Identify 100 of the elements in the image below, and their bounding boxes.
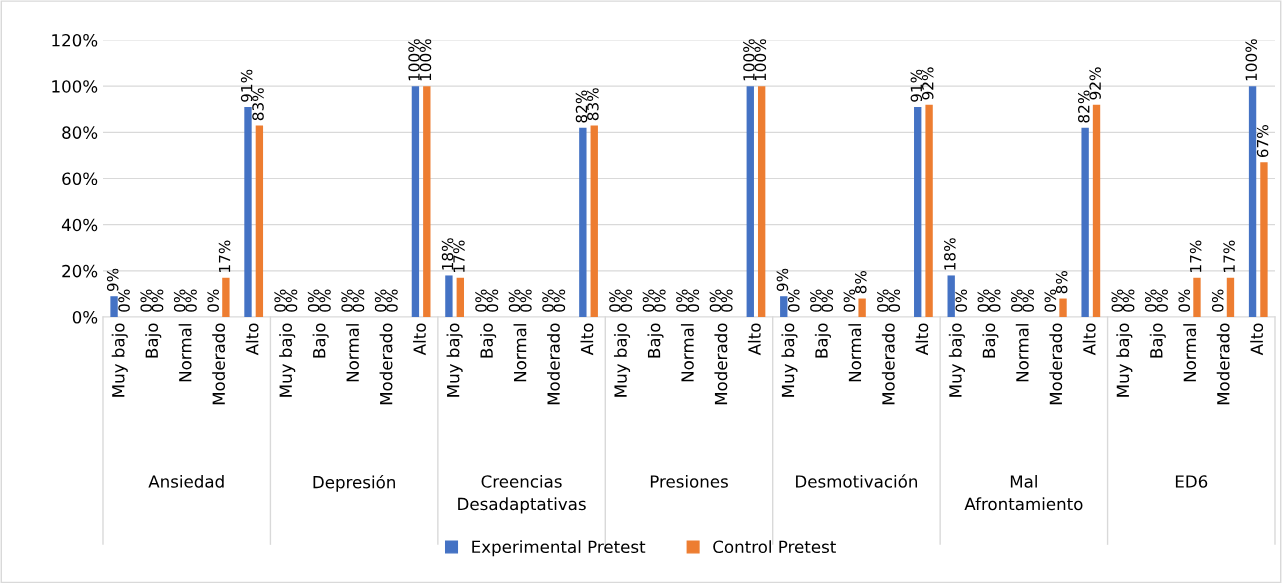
data-label: 0% xyxy=(988,289,1001,312)
data-label: 0% xyxy=(843,289,856,312)
x-tick-label: Bajo xyxy=(814,323,832,358)
x-tick-label: Muy bajo xyxy=(111,323,128,397)
bar xyxy=(947,275,955,317)
data-label: 91% xyxy=(240,69,253,102)
data-label: 17% xyxy=(218,240,231,272)
bar xyxy=(1059,298,1067,317)
bar xyxy=(456,277,464,317)
data-label: 0% xyxy=(877,289,889,312)
x-tick-label: Bajo xyxy=(982,323,999,358)
bar xyxy=(255,125,264,317)
data-label: 8% xyxy=(855,270,867,294)
data-label: 0% xyxy=(642,289,655,312)
data-label: 0% xyxy=(1022,289,1034,312)
data-label: 0% xyxy=(788,289,800,312)
data-label: 0% xyxy=(185,289,197,312)
bar xyxy=(222,277,230,317)
data-label: 0% xyxy=(609,289,621,312)
data-label: 0% xyxy=(352,289,365,312)
data-label: 17% xyxy=(1223,240,1235,272)
text: Depresión xyxy=(313,474,395,492)
x-tick-label: Alto xyxy=(580,323,594,356)
legend-label: Experimental Pretest xyxy=(472,540,646,557)
x-tick-label: Bajo xyxy=(312,323,329,358)
data-label: 0% xyxy=(1156,289,1168,312)
data-label: 0% xyxy=(274,289,286,312)
data-label: 0% xyxy=(341,289,353,312)
x-tick-label: Muy bajo xyxy=(446,323,463,397)
x-tick-label: Normal xyxy=(1183,324,1197,382)
bar xyxy=(1260,162,1268,317)
data-label: 82% xyxy=(575,90,588,123)
x-tick-label: Bajo xyxy=(647,323,664,358)
data-label: 92% xyxy=(921,67,934,100)
bar xyxy=(1193,277,1201,317)
data-label: 0% xyxy=(520,289,532,312)
data-label: 0% xyxy=(654,289,666,312)
data-label: 0% xyxy=(151,289,164,312)
y-tick-label: 0% xyxy=(72,310,98,324)
data-label: 0% xyxy=(709,289,722,312)
y-tick-label: 120% xyxy=(52,33,98,47)
data-label: 0% xyxy=(821,289,834,312)
data-label: 0% xyxy=(1011,289,1023,312)
data-label: 18% xyxy=(441,238,454,270)
data-label: 0% xyxy=(1044,289,1057,312)
y-tick-label: 80% xyxy=(62,126,98,139)
data-label: 0% xyxy=(386,289,398,312)
bar xyxy=(780,296,788,317)
text: Mal Afrontamiento xyxy=(964,474,1083,511)
data-label: 0% xyxy=(888,289,901,312)
data-label: 100% xyxy=(1245,39,1257,81)
y-tick-label: 40% xyxy=(61,218,98,232)
bar xyxy=(445,275,453,317)
data-label: 0% xyxy=(553,289,566,312)
x-tick-label: Alto xyxy=(1250,323,1264,356)
bar xyxy=(925,104,933,317)
x-tick-label: Moderado xyxy=(546,323,560,405)
x-tick-label: Alto xyxy=(245,323,259,356)
data-label: 67% xyxy=(1256,125,1269,158)
data-label: 0% xyxy=(140,289,152,312)
x-tick-label: Alto xyxy=(747,323,761,356)
x-tick-label: Moderado xyxy=(881,323,895,405)
data-label: 0% xyxy=(676,289,688,312)
data-label: 9% xyxy=(106,268,119,292)
x-tick-label: Muy bajo xyxy=(948,323,965,397)
data-label: 0% xyxy=(319,289,331,312)
data-label: 0% xyxy=(285,289,298,312)
text: Creencias Desadaptativas xyxy=(458,474,586,514)
data-label: 0% xyxy=(118,289,130,312)
x-tick-label: Alto xyxy=(1082,323,1096,356)
data-label: 100% xyxy=(419,39,432,81)
data-label: 0% xyxy=(1111,289,1124,312)
data-label: 0% xyxy=(955,289,968,312)
x-tick-label: Moderado xyxy=(1049,323,1063,405)
y-tick-label: 100% xyxy=(52,80,98,93)
bar xyxy=(244,106,252,317)
data-label: 100% xyxy=(754,39,767,81)
x-tick-label: Muy bajo xyxy=(781,323,798,397)
x-tick-label: Moderado xyxy=(379,323,393,405)
data-label: 18% xyxy=(944,238,956,270)
x-tick-label: Alto xyxy=(915,323,929,356)
data-label: 0% xyxy=(207,289,219,312)
text: Ansiedad xyxy=(148,474,224,488)
bar xyxy=(423,86,431,317)
bar xyxy=(110,296,118,317)
data-label: 0% xyxy=(1178,289,1191,312)
x-tick-label: Bajo xyxy=(480,323,497,358)
data-label: 0% xyxy=(977,289,990,312)
bar xyxy=(914,106,922,317)
data-label: 0% xyxy=(1122,289,1135,312)
data-label: 0% xyxy=(475,289,487,312)
data-label: 100% xyxy=(408,39,420,81)
y-tick-label: 20% xyxy=(62,264,98,278)
x-tick-label: Muy bajo xyxy=(1116,323,1133,397)
text: ED6 xyxy=(1175,475,1208,488)
bar xyxy=(1081,127,1089,317)
bar xyxy=(1092,104,1101,317)
data-label: 9% xyxy=(776,268,789,292)
x-tick-label: Normal xyxy=(513,324,527,382)
bar xyxy=(590,125,598,317)
